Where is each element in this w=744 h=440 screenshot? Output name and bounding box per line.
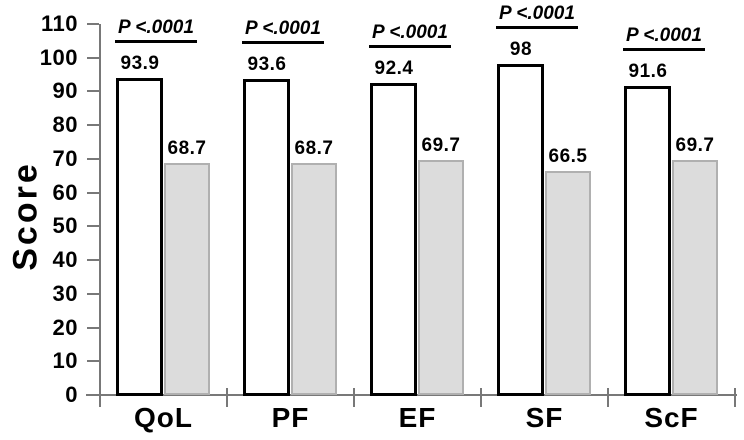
bar-value-label: 69.7 (421, 134, 461, 156)
category-label-PF: PF (271, 402, 310, 433)
y-tick-label: 70 (52, 145, 78, 171)
bar-value-label: 69.7 (675, 134, 715, 156)
y-tick-label: 90 (52, 78, 78, 104)
x-tick (607, 388, 609, 407)
y-tick (87, 292, 99, 295)
bar-value-label: 68.7 (294, 138, 334, 160)
y-tick-label: 40 (52, 247, 78, 273)
y-tick (87, 225, 99, 228)
y-tick (87, 191, 99, 194)
bar-gray-series-SF (545, 170, 591, 395)
bar-value-label: 92.4 (374, 58, 414, 80)
bar-value-label: 91.6 (628, 61, 668, 83)
y-tick (87, 259, 99, 262)
y-tick (87, 90, 99, 93)
y-tick (87, 56, 99, 59)
p-value-text: P <.0001 (115, 17, 197, 44)
bar-value-label: 93.6 (247, 54, 287, 76)
x-tick (734, 388, 736, 407)
x-tick (99, 388, 101, 407)
y-tick-label: 30 (52, 280, 78, 306)
y-tick-label: 10 (52, 348, 78, 374)
bar-gray-series-PF (291, 163, 337, 395)
x-tick (353, 388, 355, 407)
p-value-text: P <.0001 (496, 3, 578, 30)
bar-white-series-QoL (116, 78, 163, 396)
y-tick (87, 23, 99, 25)
y-tick (87, 124, 99, 127)
bar-value-label: 68.7 (167, 138, 207, 160)
y-tick-label: 100 (39, 44, 78, 70)
category-label-SF: SF (525, 402, 564, 433)
p-value-text: P <.0001 (369, 22, 451, 49)
bar-white-series-EF (370, 83, 417, 396)
p-value-text: P <.0001 (623, 25, 705, 52)
y-tick-label: 80 (52, 112, 78, 138)
bar-gray-series-EF (418, 159, 464, 395)
bar-white-series-PF (243, 79, 290, 396)
p-value-label: P <.0001 (598, 25, 730, 52)
category-label-EF: EF (398, 402, 437, 433)
category-label-QoL: QoL (134, 402, 193, 433)
bar-gray-series-QoL (164, 163, 210, 395)
bar-white-series-SF (497, 64, 544, 396)
y-tick (87, 394, 99, 396)
bar-white-series-ScF (624, 86, 671, 396)
y-tick (87, 360, 99, 363)
bar-value-label: 98 (509, 39, 533, 61)
p-value-label: P <.0001 (471, 3, 603, 30)
y-tick (87, 326, 99, 329)
bar-value-label: 93.9 (120, 53, 160, 75)
p-value-label: P <.0001 (217, 18, 349, 45)
y-tick-label: 110 (41, 11, 78, 36)
bar-value-label: 66.5 (548, 145, 588, 167)
y-tick-label: 50 (52, 213, 78, 239)
x-tick (480, 388, 482, 407)
category-label-ScF: ScF (644, 402, 699, 433)
bar-gray-series-ScF (672, 159, 718, 395)
y-tick (87, 157, 99, 160)
x-tick (226, 388, 228, 407)
y-axis-line (99, 24, 101, 407)
y-tick-label: 20 (52, 314, 78, 340)
y-tick-label: 60 (52, 179, 78, 205)
y-tick-label: 0 (65, 382, 78, 407)
p-value-label: P <.0001 (90, 17, 222, 44)
p-value-label: P <.0001 (344, 22, 476, 49)
p-value-text: P <.0001 (242, 18, 324, 45)
